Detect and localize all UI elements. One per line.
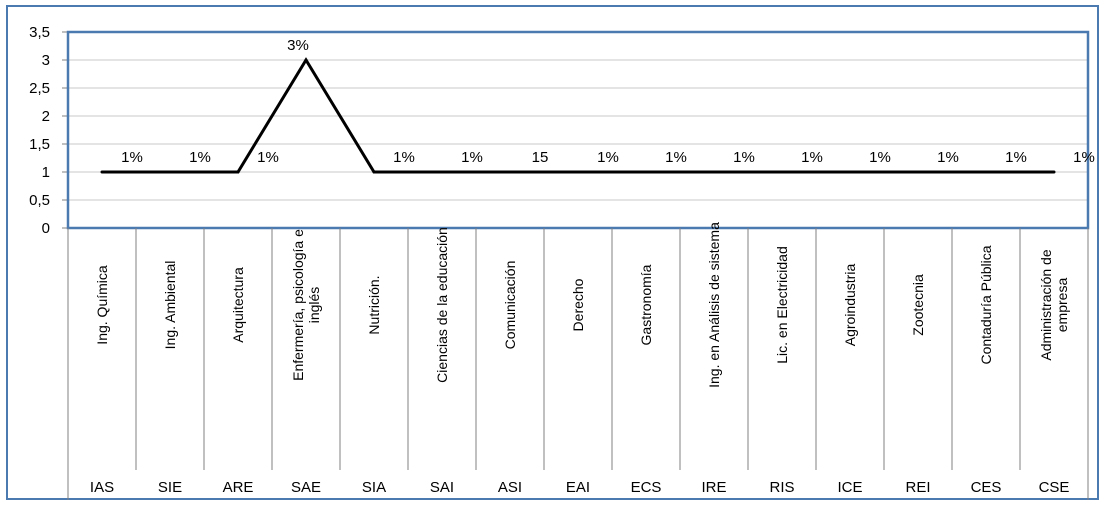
y-tick-label: 2: [42, 108, 50, 125]
category-label: Ciencias de la educación: [434, 227, 450, 383]
data-point: [236, 170, 240, 174]
category-label: Agroindustria: [842, 264, 858, 347]
category-label: Arquitectura: [230, 267, 246, 343]
category-label: Ing. en Análisis de sistema: [706, 222, 722, 388]
category-code: CSE: [1039, 479, 1070, 496]
data-label: 1%: [393, 149, 415, 166]
data-label: 1%: [1005, 149, 1027, 166]
data-point: [576, 170, 580, 174]
data-label: 1%: [665, 149, 687, 166]
data-point: [780, 170, 784, 174]
category-label: Zootecnia: [910, 274, 926, 336]
data-point: [984, 170, 988, 174]
category-label: Lic. en Electricidad: [774, 246, 790, 364]
data-point: [848, 170, 852, 174]
category-code: CES: [971, 479, 1002, 496]
category-code: ASI: [498, 479, 522, 496]
data-label: 1%: [257, 149, 279, 166]
y-tick-label: 0: [42, 220, 50, 237]
data-label: 1%: [461, 149, 483, 166]
data-label: 1%: [869, 149, 891, 166]
data-label: 1%: [1073, 149, 1095, 166]
category-label: Contaduría Pública: [978, 245, 994, 364]
data-point: [916, 170, 920, 174]
data-point: [508, 170, 512, 174]
category-code: ECS: [631, 479, 662, 496]
data-point: [712, 170, 716, 174]
category-code: ARE: [223, 479, 254, 496]
data-label: 1%: [121, 149, 143, 166]
data-point: [100, 170, 104, 174]
category-label: Enfermería, psicología e: [290, 229, 306, 381]
category-code: SIA: [362, 479, 386, 496]
category-label: Nutrición.: [366, 275, 382, 334]
data-label: 1%: [733, 149, 755, 166]
category-label: Comunicación: [502, 261, 518, 350]
data-point: [1052, 170, 1056, 174]
data-label: 3%: [287, 37, 309, 54]
y-tick-label: 1: [42, 164, 50, 181]
data-label: 1%: [801, 149, 823, 166]
category-code: IRE: [701, 479, 726, 496]
category-label: Administración de: [1038, 249, 1054, 360]
category-code: RIS: [769, 479, 794, 496]
category-label: Ing. Química: [94, 265, 110, 345]
category-label: Ing. Ambiental: [162, 261, 178, 350]
y-tick-label: 0,5: [29, 192, 50, 209]
y-tick-label: 3: [42, 52, 50, 69]
category-label: empresa: [1054, 278, 1070, 333]
plot-area-border: [66, 30, 1090, 230]
category-code: SIE: [158, 479, 182, 496]
data-point: [440, 170, 444, 174]
data-point: [168, 170, 172, 174]
category-label: inglés: [306, 287, 322, 324]
data-point: [372, 170, 376, 174]
category-code: SAI: [430, 479, 454, 496]
category-code: EAI: [566, 479, 590, 496]
y-tick-label: 1,5: [29, 136, 50, 153]
category-code: ICE: [837, 479, 862, 496]
category-code: REI: [905, 479, 930, 496]
category-code: SAE: [291, 479, 321, 496]
category-code: IAS: [90, 479, 114, 496]
data-label: 1%: [597, 149, 619, 166]
y-tick-label: 3,5: [29, 24, 50, 41]
category-label: Gastronomía: [638, 264, 654, 345]
data-label: 1%: [189, 149, 211, 166]
category-label: Derecho: [570, 278, 586, 331]
data-point: [644, 170, 648, 174]
y-tick-label: 2,5: [29, 80, 50, 97]
data-label: 15: [532, 149, 549, 166]
data-point: [304, 58, 308, 62]
data-label: 1%: [937, 149, 959, 166]
